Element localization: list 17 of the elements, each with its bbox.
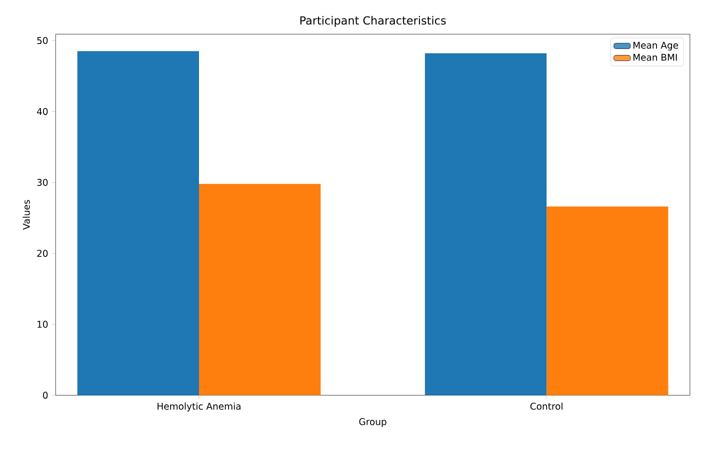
- x-tick-label: Hemolytic Anemia: [158, 402, 240, 412]
- legend-label: Mean Age: [633, 42, 678, 51]
- bar: [77, 51, 199, 396]
- y-tick-label: 40: [36, 108, 48, 116]
- y-tick-label: 0: [43, 392, 48, 399]
- chart-title: Participant Characteristics: [300, 16, 446, 27]
- y-tick-label: 20: [37, 250, 48, 257]
- x-tick-label: Control: [530, 402, 562, 410]
- bar: [199, 184, 321, 396]
- y-tick-label: 10: [38, 320, 48, 328]
- y-axis-title: Values: [22, 200, 30, 230]
- bar: [424, 53, 547, 396]
- y-tick-label: 50: [37, 37, 48, 44]
- bar: [546, 206, 668, 396]
- y-tick-label: 30: [37, 178, 48, 186]
- legend-label: Mean BMI: [633, 54, 677, 61]
- x-axis-title: Group: [359, 418, 386, 428]
